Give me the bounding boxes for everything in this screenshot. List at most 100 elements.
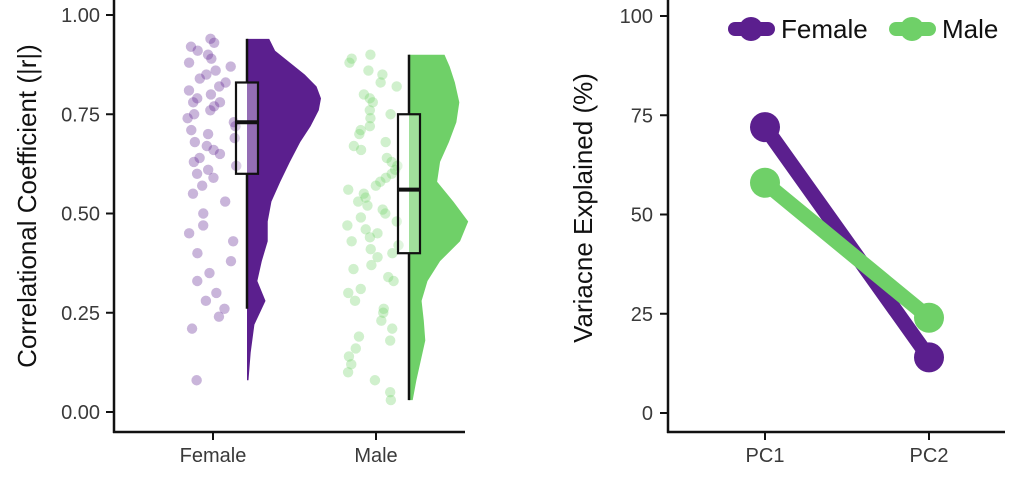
data-point-male: [378, 307, 389, 318]
data-point-female: [192, 45, 203, 56]
series-point-female: [914, 342, 944, 373]
data-point-female: [206, 53, 217, 64]
data-point-male: [364, 105, 376, 116]
data-point-male: [384, 386, 396, 398]
data-point-male: [372, 251, 383, 263]
density-cloud-female: [247, 38, 321, 381]
data-point-male: [353, 331, 365, 342]
data-point-female: [225, 61, 236, 72]
data-point-male: [350, 343, 361, 354]
data-point-male: [367, 97, 378, 108]
data-point-male: [343, 287, 354, 299]
data-point-male: [376, 315, 387, 326]
data-point-male: [384, 335, 396, 346]
data-point-female: [202, 164, 214, 176]
data-point-female: [213, 81, 225, 92]
data-point-male: [369, 375, 381, 386]
data-point-female: [185, 41, 197, 52]
data-point-female: [202, 128, 214, 140]
data-point-male: [388, 275, 399, 287]
left-y-ticks: 0.00 0.25 0.50 0.75 1.00: [61, 5, 114, 424]
data-point-female: [201, 69, 212, 80]
data-point-male: [344, 57, 355, 68]
data-point-male: [366, 259, 377, 271]
data-point-female: [205, 33, 216, 45]
legend-male-marker: [900, 17, 924, 41]
data-point-female: [191, 375, 202, 386]
right-y-tick-label: 75: [631, 105, 653, 127]
data-point-male: [364, 232, 376, 243]
data-point-male: [358, 89, 370, 100]
data-point-female: [183, 228, 195, 239]
data-point-female: [214, 148, 226, 160]
data-point-female: [183, 57, 195, 68]
right-x-tick-label: PC1: [746, 445, 785, 467]
left-y-tick-label: 0.25: [61, 303, 100, 325]
series-point-male: [750, 167, 780, 198]
raincloud-panel: Correlational Coefficient (|r|) 0.00 0.25…: [12, 0, 469, 467]
data-point-male: [360, 224, 371, 235]
data-point-male: [355, 124, 366, 136]
data-point-male: [387, 248, 398, 259]
data-point-female: [211, 287, 222, 299]
data-point-female: [196, 180, 208, 191]
data-point-female: [182, 113, 193, 124]
data-point-male: [375, 176, 386, 187]
data-point-female: [219, 303, 230, 314]
data-point-female: [227, 236, 239, 247]
data-point-male: [365, 49, 376, 60]
data-point-male: [365, 244, 376, 255]
data-point-female: [186, 124, 197, 136]
data-point-male: [360, 192, 371, 203]
data-point-female: [214, 97, 226, 108]
series-point-male: [914, 302, 944, 333]
data-point-male: [352, 196, 364, 207]
data-point-female: [220, 77, 231, 88]
legend-male-label: Male: [942, 14, 998, 44]
data-point-male: [377, 69, 388, 80]
data-point-female: [210, 65, 221, 76]
data-point-female: [198, 208, 209, 219]
data-point-female: [192, 275, 203, 287]
data-point-female: [225, 255, 237, 267]
data-point-female: [208, 172, 219, 183]
data-point-female: [192, 248, 203, 259]
data-point-female: [208, 144, 219, 156]
data-point-male: [391, 81, 402, 92]
data-point-male: [381, 152, 393, 164]
right-y-axis-label: Variacne Explained (%): [568, 73, 598, 343]
data-point-male: [377, 204, 388, 215]
data-point-female: [194, 152, 205, 164]
data-point-male: [364, 120, 376, 132]
variance-panel: Variacne Explained (%) 0 25 50 75 100 PC1 PC2…: [568, 0, 1005, 467]
data-point-female: [192, 93, 203, 104]
data-point-male: [354, 128, 365, 140]
data-point-female: [194, 73, 205, 84]
data-point-female: [202, 49, 214, 60]
data-point-male: [386, 156, 397, 168]
data-point-male: [355, 283, 366, 295]
right-y-ticks: 0 25 50 75 100: [620, 6, 668, 425]
data-point-male: [375, 77, 386, 88]
left-x-tick-label: Female: [180, 445, 247, 467]
data-point-male: [385, 109, 396, 120]
data-point-female: [188, 156, 200, 168]
data-point-female: [188, 97, 199, 108]
data-point-female: [186, 323, 198, 334]
left-y-tick-label: 0.50: [61, 204, 100, 226]
data-point-male: [342, 220, 353, 231]
data-point-female: [189, 136, 201, 148]
data-point-male: [387, 323, 398, 334]
left-x-tick-label: Male: [354, 445, 397, 467]
data-point-male: [346, 53, 357, 64]
legend-item-female: Female: [728, 14, 868, 44]
series-line-male: [757, 175, 937, 326]
series-layer: [750, 112, 944, 373]
legend-female-label: Female: [781, 14, 868, 44]
left-y-axis-label: Correlational Coefficient (|r|): [12, 44, 42, 368]
density-layer: [247, 38, 469, 401]
data-point-male: [380, 172, 392, 183]
data-point-male: [372, 228, 383, 239]
legend-female-marker: [739, 17, 763, 41]
data-point-male: [363, 65, 374, 76]
